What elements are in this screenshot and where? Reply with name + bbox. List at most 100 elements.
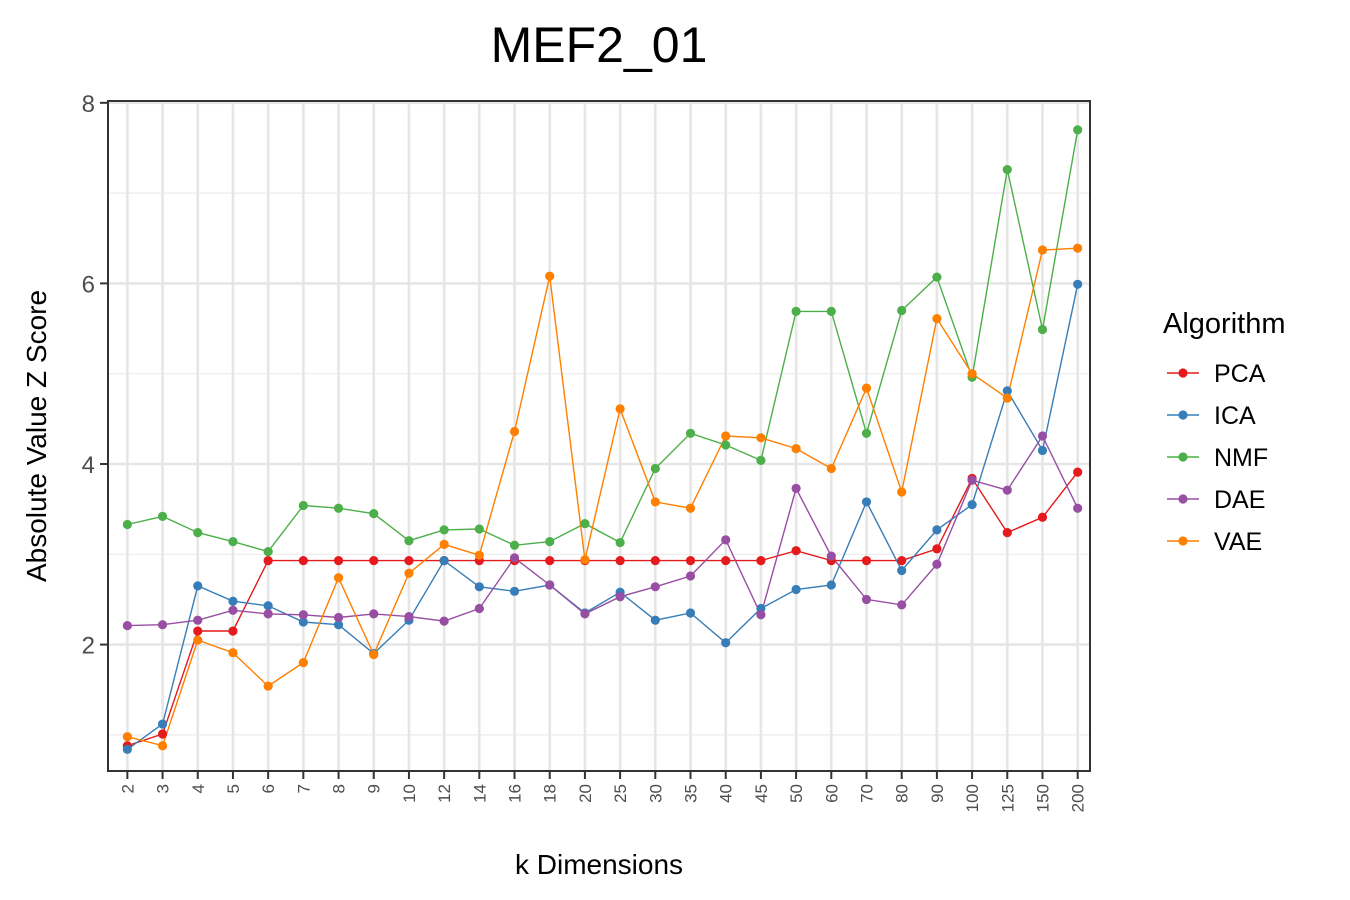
data-point-vae (861, 383, 872, 393)
data-point-pca (932, 544, 942, 554)
data-point-pca (1073, 467, 1083, 477)
data-point-pca (685, 556, 696, 566)
data-point-dae (509, 553, 520, 563)
data-point-vae (404, 568, 414, 578)
x-tick-label: 20 (576, 784, 595, 803)
data-point-nmf (580, 518, 590, 529)
data-point-ica (263, 601, 273, 611)
data-point-nmf (369, 509, 379, 519)
legend-label-pca: PCA (1214, 360, 1266, 388)
x-tick-label: 2 (118, 784, 137, 793)
data-point-vae (122, 732, 132, 742)
y-tick-label: 4 (82, 452, 95, 479)
data-point-pca (298, 556, 308, 566)
x-tick-label: 200 (1069, 784, 1088, 812)
chart-title: MEF2_01 (491, 17, 708, 73)
series-line-nmf (127, 129, 1079, 553)
data-point-vae (826, 463, 836, 474)
x-tick-label: 12 (435, 784, 454, 803)
x-tick-label: 45 (752, 784, 771, 803)
data-point-ica (650, 615, 660, 625)
data-point-nmf (826, 306, 836, 316)
x-tick-label: 80 (893, 784, 912, 803)
data-point-vae (791, 444, 801, 454)
legend-key-point (1178, 536, 1188, 546)
data-point-ica (897, 565, 907, 576)
x-tick-label: 3 (154, 784, 173, 793)
data-point-dae (193, 615, 203, 625)
data-point-ica (826, 580, 836, 590)
data-point-pca (721, 556, 731, 566)
data-point-vae (897, 487, 907, 497)
data-point-ica (756, 603, 766, 614)
data-point-vae (650, 497, 660, 507)
data-point-pca (263, 556, 273, 566)
data-point-ica (474, 582, 484, 592)
data-point-ica (932, 525, 942, 535)
data-point-pca (791, 546, 801, 556)
data-point-pca (615, 556, 625, 566)
data-point-vae (685, 503, 696, 513)
legend-label-vae: VAE (1214, 528, 1262, 556)
x-tick-label: 90 (928, 784, 947, 803)
data-point-nmf (333, 503, 344, 513)
data-point-vae (580, 555, 590, 565)
data-point-nmf (1073, 125, 1083, 135)
data-point-pca (193, 626, 203, 636)
data-point-nmf (932, 272, 942, 282)
data-point-dae (298, 610, 308, 620)
data-point-ica (193, 581, 203, 591)
data-point-nmf (791, 306, 801, 316)
data-point-vae (509, 426, 520, 437)
data-point-ica (333, 620, 344, 630)
data-point-nmf (1037, 324, 1048, 335)
legend-key-point (1178, 494, 1188, 504)
data-point-dae (1002, 485, 1012, 495)
data-point-nmf (157, 511, 168, 521)
x-tick-label: 6 (259, 784, 278, 793)
data-point-vae (439, 539, 449, 549)
data-point-dae (439, 616, 449, 626)
x-tick-label: 70 (857, 784, 876, 803)
data-point-vae (1073, 243, 1083, 253)
y-tick-label: 2 (82, 633, 95, 660)
series-line-vae (127, 247, 1078, 747)
series-line-ica (126, 284, 1079, 750)
data-point-nmf (756, 455, 766, 465)
data-point-vae (193, 635, 203, 645)
data-point-vae (263, 681, 273, 691)
data-point-nmf (122, 519, 132, 530)
plot-border (107, 100, 1091, 772)
data-point-dae (157, 620, 168, 630)
data-point-ica (157, 719, 168, 729)
data-point-ica (1002, 386, 1012, 396)
data-point-pca (1002, 528, 1012, 538)
x-tick-label: 14 (470, 784, 489, 803)
data-point-dae (1037, 431, 1048, 441)
data-point-dae (333, 612, 344, 623)
x-axis-title: k Dimensions (515, 849, 683, 880)
data-point-ica (439, 556, 449, 566)
data-point-pca (650, 556, 660, 566)
x-tick-label: 125 (998, 784, 1017, 812)
data-point-ica (1073, 279, 1083, 289)
data-point-dae (474, 603, 484, 614)
data-point-vae (967, 369, 977, 379)
data-point-vae (228, 648, 238, 658)
data-point-pca (756, 556, 766, 566)
legend-label-dae: DAE (1214, 486, 1265, 514)
data-point-dae (967, 475, 977, 485)
x-tick-label: 35 (682, 784, 701, 803)
x-tick-label: 16 (506, 784, 525, 803)
x-tick-label: 10 (400, 784, 419, 803)
series-line-pca (127, 471, 1079, 747)
data-point-vae (932, 314, 942, 324)
x-tick-label: 5 (224, 784, 243, 793)
data-point-ica (1037, 445, 1048, 456)
data-point-pca (897, 556, 907, 566)
data-point-dae (721, 535, 731, 545)
legend-label-ica: ICA (1214, 402, 1256, 430)
legend-key-point (1178, 452, 1188, 462)
